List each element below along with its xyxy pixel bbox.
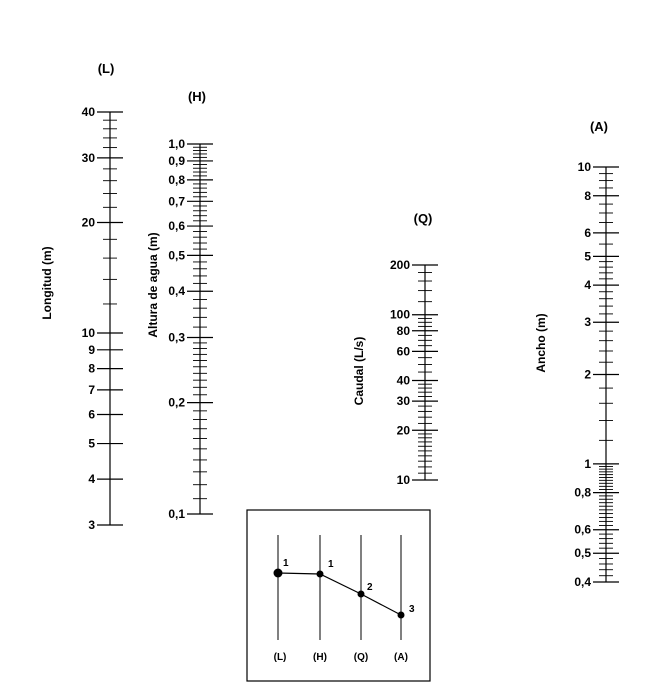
scale-title-l: (L): [98, 61, 115, 76]
tick-label-h: 0,6: [168, 219, 185, 233]
axis-name-h: Altura de agua (m): [146, 232, 160, 337]
usage-legend: 1 1 2 3 (L) (H) (Q) (A): [246, 509, 431, 682]
scale-title-q: (Q): [414, 211, 433, 226]
ticks-a: 10 8 6 5 4 3 2 1 0,8 0,6 0,5 0,4: [574, 160, 619, 589]
tick-label-l: 30: [82, 151, 96, 165]
tick-label-a: 0,5: [574, 546, 591, 560]
legend-step-3: 3: [409, 604, 415, 615]
tick-label-q: 100: [390, 308, 410, 322]
tick-label-h: 0,2: [168, 396, 185, 410]
tick-label-q: 30: [397, 394, 411, 408]
ticks-q: 200 100 80 60 40 30 20 10: [390, 258, 438, 487]
legend-label-q: (Q): [354, 652, 368, 663]
tick-label-a: 2: [584, 368, 591, 382]
tick-label-h: 1,0: [168, 137, 185, 151]
tick-label-a: 8: [584, 189, 591, 203]
tick-label-a: 0,4: [574, 575, 591, 589]
axis-name-l: Longitud (m): [40, 246, 54, 319]
scale-title-h: (H): [188, 89, 206, 104]
scale-q: (Q) Caudal (L/s) 200 100 80 60 40 30 20 10: [352, 211, 438, 487]
tick-label-a: 5: [584, 249, 591, 263]
tick-label-l: 3: [88, 518, 95, 532]
scale-h: (H) Altura de agua (m) 1,0 0,9 0,8 0,7 0,6 0,…: [146, 89, 213, 521]
tick-label-q: 60: [397, 344, 411, 358]
tick-label-a: 4: [584, 278, 591, 292]
tick-label-q: 80: [397, 324, 411, 338]
tick-label-h: 0,8: [168, 173, 185, 187]
tick-label-q: 20: [397, 423, 411, 437]
tick-label-l: 40: [82, 105, 96, 119]
tick-label-h: 0,9: [168, 154, 185, 168]
tick-label-q: 200: [390, 258, 410, 272]
legend-step-1: 1: [283, 558, 289, 569]
axis-name-q: Caudal (L/s): [352, 337, 366, 406]
tick-label-l: 8: [88, 362, 95, 376]
scale-a: (A) Ancho (m) 10 8 6 5 4 3 2 1 0,8 0,6 0,5 0,4: [534, 119, 619, 589]
tick-label-l: 6: [88, 407, 95, 421]
legend-point-1: [273, 568, 283, 578]
legend-step-2: 2: [367, 582, 373, 593]
tick-label-l: 7: [88, 383, 95, 397]
tick-label-q: 10: [397, 473, 411, 487]
tick-label-l: 10: [82, 326, 96, 340]
tick-label-a: 1: [584, 457, 591, 471]
legend-path: [277, 572, 402, 616]
legend-label-a: (A): [394, 652, 408, 663]
ticks-l: 40 30 20 10 9 8 7 6 5 4 3: [82, 105, 123, 532]
legend-point-4: [397, 611, 405, 619]
tick-label-h: 0,4: [168, 284, 185, 298]
scale-title-a: (A): [590, 119, 608, 134]
ticks-h: 1,0 0,9 0,8 0,7 0,6 0,5 0,4 0,3 0,2 0,1: [168, 137, 213, 521]
tick-label-a: 0,8: [574, 486, 591, 500]
tick-label-h: 0,5: [168, 248, 185, 262]
tick-label-a: 0,6: [574, 523, 591, 537]
tick-label-h: 0,1: [168, 507, 185, 521]
legend-label-h: (H): [313, 652, 327, 663]
tick-label-q: 40: [397, 374, 411, 388]
legend-step-1b: 1: [328, 559, 334, 570]
tick-label-h: 0,7: [168, 194, 185, 208]
legend-point-3: [357, 590, 365, 598]
tick-label-a: 3: [584, 315, 591, 329]
tick-label-l: 5: [88, 437, 95, 451]
tick-label-a: 6: [584, 226, 591, 240]
tick-label-a: 10: [578, 160, 592, 174]
tick-label-l: 20: [82, 216, 96, 230]
legend-label-l: (L): [274, 652, 287, 663]
tick-label-l: 9: [88, 343, 95, 357]
tick-label-l: 4: [88, 472, 95, 486]
tick-label-h: 0,3: [168, 330, 185, 344]
scale-l: (L) Longitud (m) 40 30 20 10 9 8 7 6 5 4 3: [40, 61, 123, 532]
axis-name-a: Ancho (m): [534, 313, 548, 372]
legend-point-2: [316, 570, 324, 578]
